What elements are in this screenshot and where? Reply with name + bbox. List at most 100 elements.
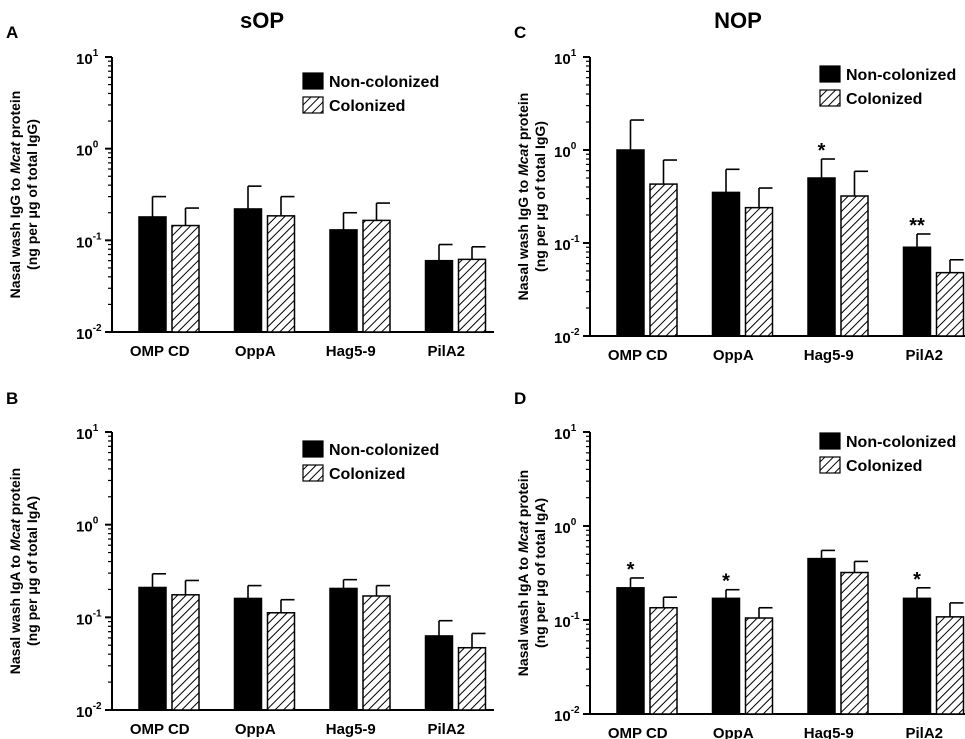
y-tick-label: 100 bbox=[76, 140, 99, 160]
legend-swatch-colonized bbox=[302, 464, 324, 482]
y-tick-label: 10-2 bbox=[76, 701, 102, 721]
panel-letter: C bbox=[514, 23, 526, 42]
y-tick-label: 101 bbox=[76, 423, 99, 443]
y-axis-label: Nasal wash IgA to Mcat protein(ng per μg… bbox=[515, 470, 548, 676]
y-tick-label: 100 bbox=[554, 141, 577, 161]
bar-non-colonized bbox=[616, 587, 645, 715]
legend-swatch-non-colonized bbox=[302, 72, 324, 90]
column-title-nop: NOP bbox=[714, 8, 762, 33]
bar-non-colonized bbox=[233, 597, 263, 711]
significance-mark: * bbox=[818, 140, 826, 162]
category-label: OppA bbox=[713, 347, 754, 364]
bar-colonized bbox=[171, 594, 200, 711]
bar-colonized bbox=[362, 219, 391, 333]
category-label: OppA bbox=[235, 721, 276, 738]
legend-label-colonized: Colonized bbox=[846, 458, 922, 475]
category-label: Hag5-9 bbox=[326, 721, 376, 738]
y-tick-label: 10-2 bbox=[554, 705, 580, 725]
bar-colonized bbox=[457, 646, 487, 711]
bar-non-colonized bbox=[424, 259, 454, 333]
y-tick-label: 10-1 bbox=[554, 234, 580, 254]
bar-colonized bbox=[171, 224, 200, 333]
bar-non-colonized bbox=[424, 635, 454, 711]
panel-letter: B bbox=[6, 389, 18, 408]
bar-non-colonized bbox=[616, 149, 645, 337]
bar-colonized bbox=[840, 571, 869, 715]
legend-swatch-non-colonized bbox=[819, 65, 841, 83]
bar-colonized bbox=[840, 195, 869, 337]
significance-mark: * bbox=[722, 571, 730, 593]
bar-non-colonized bbox=[138, 216, 167, 333]
bar-non-colonized bbox=[807, 557, 836, 715]
bar-colonized bbox=[935, 271, 965, 337]
bar-colonized bbox=[744, 617, 774, 715]
bar-non-colonized bbox=[807, 177, 836, 337]
panel-letter: D bbox=[514, 389, 526, 408]
bar-colonized bbox=[266, 612, 296, 711]
bar-non-colonized bbox=[902, 597, 932, 715]
y-tick-label: 101 bbox=[554, 48, 577, 68]
y-tick-label: 10-1 bbox=[76, 608, 102, 628]
legend: Non-colonized Colonized bbox=[302, 72, 439, 115]
bar-colonized bbox=[649, 606, 678, 715]
bar-non-colonized bbox=[711, 191, 741, 337]
y-tick-label: 10-1 bbox=[554, 611, 580, 631]
bar-colonized bbox=[935, 616, 965, 715]
y-tick-label: 101 bbox=[554, 423, 577, 443]
category-label: PilA2 bbox=[905, 725, 943, 739]
category-label: Hag5-9 bbox=[326, 343, 376, 360]
legend-swatch-non-colonized bbox=[302, 440, 324, 458]
bar-colonized bbox=[649, 183, 678, 337]
category-label: OMP CD bbox=[130, 343, 190, 360]
y-axis-label: Nasal wash IgA to Mcat protein(ng per μg… bbox=[7, 468, 40, 674]
panel-letter: A bbox=[6, 23, 18, 42]
y-axis-label: Nasal wash IgG to Mcat protein(ng per μg… bbox=[7, 91, 40, 299]
y-tick-label: 10-2 bbox=[76, 323, 102, 343]
column-title-sop: sOP bbox=[240, 8, 284, 33]
category-label: OppA bbox=[235, 343, 276, 360]
category-label: Hag5-9 bbox=[804, 725, 854, 739]
legend-label-non-colonized: Non-colonized bbox=[846, 434, 956, 451]
bar-non-colonized bbox=[138, 586, 167, 711]
category-label: Hag5-9 bbox=[804, 347, 854, 364]
significance-mark: * bbox=[913, 569, 921, 591]
category-label: PilA2 bbox=[905, 347, 943, 364]
legend-label-non-colonized: Non-colonized bbox=[329, 442, 439, 459]
panel-d: D 101 100 10-1 10-2 Nasal wash IgA to Mcat pr… bbox=[514, 389, 965, 739]
y-axis-label: Nasal wash IgG to Mcat protein(ng per μg… bbox=[515, 93, 548, 301]
significance-mark: ** bbox=[909, 215, 925, 237]
legend-swatch-non-colonized bbox=[819, 432, 841, 450]
significance-mark: * bbox=[627, 559, 635, 581]
bar-colonized bbox=[457, 258, 487, 333]
category-label: PilA2 bbox=[427, 721, 465, 738]
y-tick-label: 10-2 bbox=[554, 327, 580, 347]
legend-swatch-colonized bbox=[819, 456, 841, 474]
bar-non-colonized bbox=[233, 208, 263, 333]
legend-label-colonized: Colonized bbox=[329, 98, 405, 115]
category-label: OMP CD bbox=[608, 347, 668, 364]
panel-c: C 101 100 10-1 10-2 Nasal wash IgG to Mcat pr… bbox=[514, 23, 965, 364]
y-tick-label: 10-1 bbox=[76, 231, 102, 251]
legend-label-colonized: Colonized bbox=[329, 466, 405, 483]
legend: Non-colonized Colonized bbox=[302, 440, 439, 483]
legend-swatch-colonized bbox=[302, 96, 324, 114]
legend: Non-colonized Colonized bbox=[819, 65, 956, 108]
bar-non-colonized bbox=[711, 597, 741, 715]
y-tick-label: 100 bbox=[554, 517, 577, 537]
bar-non-colonized bbox=[329, 229, 358, 333]
bar-colonized bbox=[266, 215, 296, 333]
category-label: PilA2 bbox=[427, 343, 465, 360]
y-tick-label: 101 bbox=[76, 48, 99, 68]
legend-label-colonized: Colonized bbox=[846, 91, 922, 108]
legend: Non-colonized Colonized bbox=[819, 432, 956, 475]
y-tick-label: 100 bbox=[76, 516, 99, 536]
legend-label-non-colonized: Non-colonized bbox=[329, 74, 439, 91]
bar-non-colonized bbox=[902, 246, 932, 337]
category-label: OppA bbox=[713, 725, 754, 739]
bar-colonized bbox=[744, 206, 774, 337]
bar-non-colonized bbox=[329, 587, 358, 711]
bar-colonized bbox=[362, 595, 391, 711]
category-label: OMP CD bbox=[608, 725, 668, 739]
category-label: OMP CD bbox=[130, 721, 190, 738]
